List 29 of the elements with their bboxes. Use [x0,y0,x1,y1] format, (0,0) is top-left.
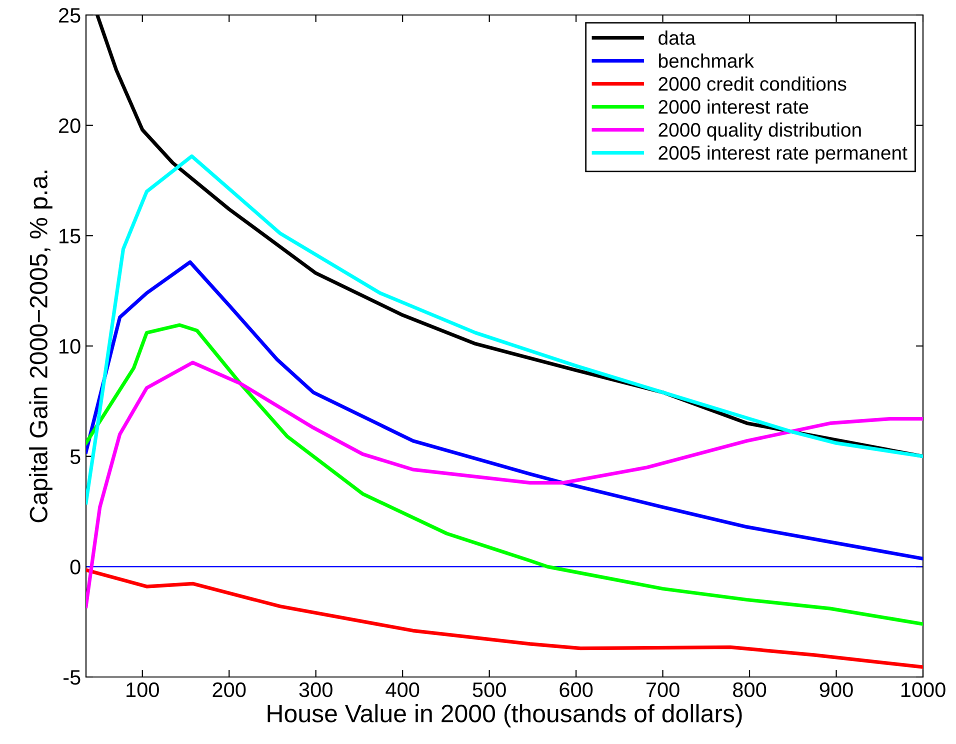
x-tick-label: 200 [212,682,246,698]
line-series [86,568,923,669]
x-tick-label: 900 [820,682,853,698]
line-series [86,360,923,608]
y-tick-label: 20 [59,118,80,134]
legend-label: 2000 quality distribution [658,122,861,141]
legend-label: data [658,30,696,45]
legend-label: 2000 credit conditions [658,76,846,91]
y-tick-label: 0 [70,560,80,574]
legend-label: 2000 interest rate [658,100,808,114]
legend-label: 2005 interest rate permanent [658,145,908,164]
x-tick-label: 400 [386,682,420,698]
x-tick-label: 700 [646,682,680,698]
legend-label: benchmark [659,54,754,68]
line-series [86,260,923,561]
x-tick-label: 500 [472,682,506,698]
x-axis-title: House Value in 2000 (thousands of dollars) [268,704,742,728]
y-axis-title: Capital Gain 2000−2005, % p.a. [29,170,52,522]
y-tick-label: 15 [60,228,80,244]
x-tick-label: 600 [560,682,593,698]
x-tick-label: 300 [299,682,332,698]
y-tick-label: 25 [59,8,80,23]
x-tick-label: 100 [126,682,159,698]
x-tick-label: 1000 [901,682,946,698]
y-tick-label: 5 [70,450,80,464]
y-tick-label: -5 [64,670,80,685]
x-tick-label: 800 [733,682,766,698]
line-series [86,323,923,626]
y-tick-label: 10 [60,339,80,354]
